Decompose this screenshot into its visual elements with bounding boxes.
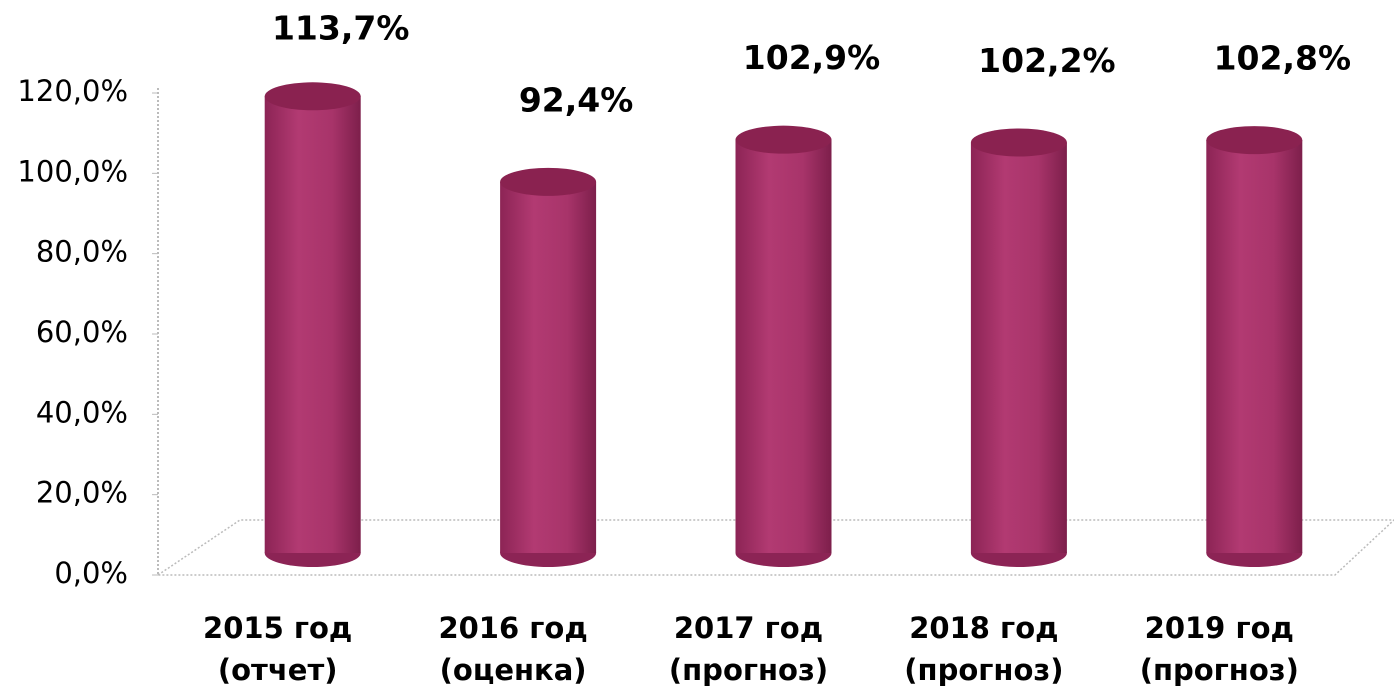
x-tick-label: (оценка) xyxy=(440,653,587,687)
x-tick-label: 2016 год xyxy=(438,611,587,645)
y-tick-label: 40,0% xyxy=(36,395,128,429)
bar xyxy=(970,142,1067,553)
x-tick-label: 2017 год xyxy=(674,611,823,645)
x-tick-label: (отчет) xyxy=(218,653,338,687)
y-tick-label: 60,0% xyxy=(36,315,128,349)
y-tick-label: 100,0% xyxy=(17,154,128,188)
bar-top xyxy=(264,82,361,111)
bar xyxy=(1206,140,1303,553)
bar-top xyxy=(970,128,1067,157)
bar-top xyxy=(735,125,832,154)
x-tick-label: 2015 год xyxy=(203,611,352,645)
bar-top xyxy=(500,167,597,196)
y-tick-label: 20,0% xyxy=(36,476,128,510)
x-tick-label: (прогноз) xyxy=(669,653,828,687)
bar xyxy=(264,96,361,554)
x-tick-label: (прогноз) xyxy=(1140,653,1299,687)
floor xyxy=(155,519,1394,576)
data-label: 102,8% xyxy=(1214,39,1351,78)
bar xyxy=(735,139,832,553)
bar xyxy=(500,181,597,554)
data-label: 113,7% xyxy=(272,9,409,48)
data-label: 102,9% xyxy=(743,38,880,77)
y-tick-label: 120,0% xyxy=(17,74,128,108)
data-label: 102,2% xyxy=(978,41,1115,80)
x-tick-label: 2018 год xyxy=(909,611,1058,645)
data-label: 92,4% xyxy=(519,80,634,119)
y-tick-label: 0,0% xyxy=(54,556,128,590)
x-tick-label: 2019 год xyxy=(1145,611,1294,645)
y-tick-label: 80,0% xyxy=(36,235,128,269)
bar-top xyxy=(1206,126,1303,155)
x-tick-label: (прогноз) xyxy=(904,653,1063,687)
